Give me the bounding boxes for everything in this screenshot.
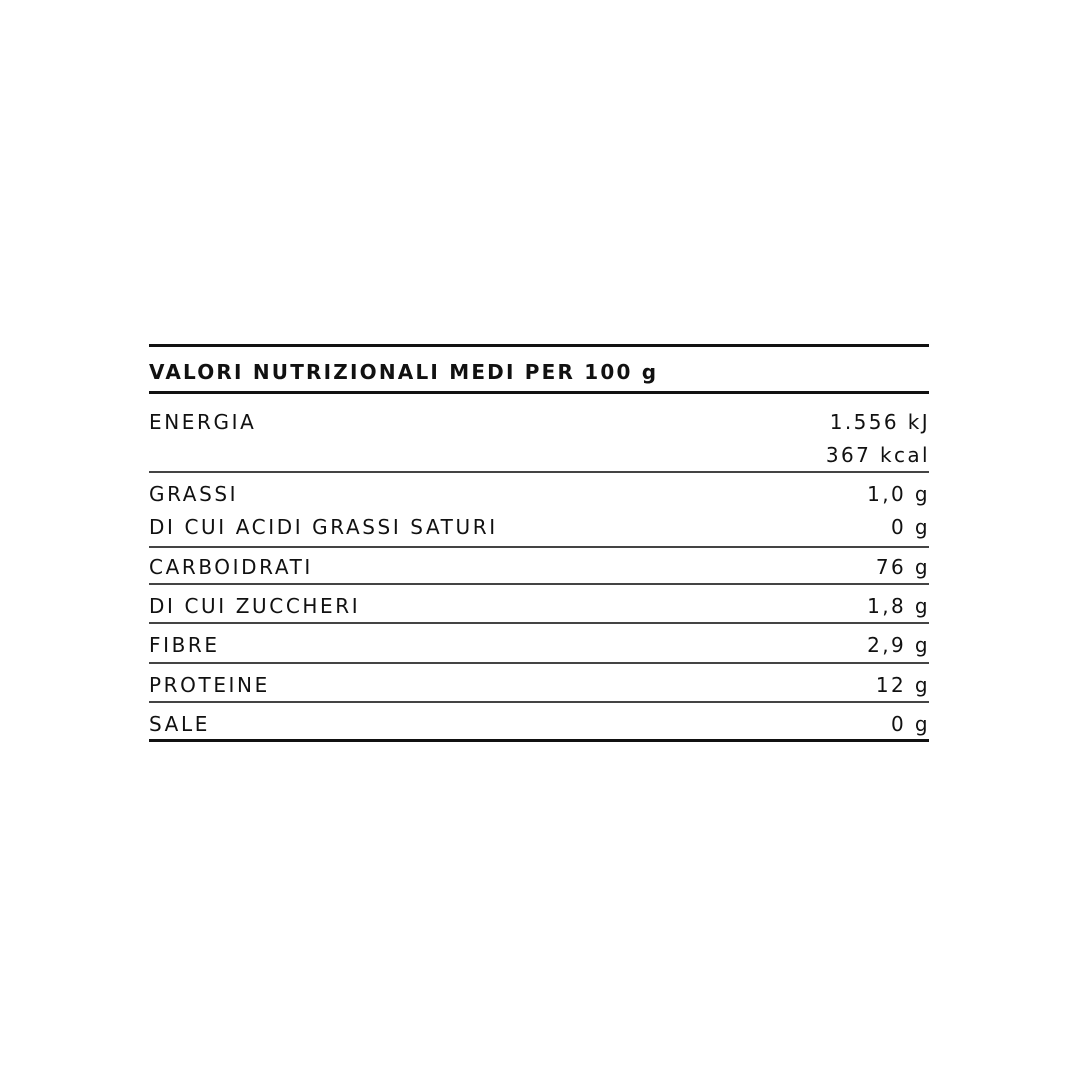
header-rule (149, 391, 929, 394)
row-carbs-value: 76 g (875, 555, 930, 579)
row-fibre-value: 2,9 g (867, 633, 930, 657)
row-divider (149, 701, 929, 703)
row-divider (149, 583, 929, 585)
table-title: VALORI NUTRIZIONALI MEDI PER 100 g (149, 360, 659, 384)
top-rule (149, 344, 929, 347)
row-carbs-label: CARBOIDRATI (149, 555, 313, 579)
row-energy-kcal: 367 kcal (825, 443, 930, 467)
row-salt-label: SALE (149, 712, 210, 736)
row-fat-value: 1,0 g (867, 482, 930, 506)
bottom-rule (149, 739, 929, 742)
row-energy-label: ENERGIA (149, 410, 257, 434)
row-divider (149, 622, 929, 624)
row-salt-value: 0 g (891, 712, 930, 736)
row-divider (149, 546, 929, 548)
row-energy-kj: 1.556 kJ (829, 410, 930, 434)
row-divider (149, 471, 929, 473)
row-fibre-label: FIBRE (149, 633, 220, 657)
row-sugars-value: 1,8 g (867, 594, 930, 618)
row-divider (149, 662, 929, 664)
row-fat-label: GRASSI (149, 482, 239, 506)
row-saturated-value: 0 g (891, 515, 930, 539)
row-protein-label: PROTEINE (149, 673, 270, 697)
row-saturated-label: DI CUI ACIDI GRASSI SATURI (149, 515, 498, 539)
row-protein-value: 12 g (875, 673, 930, 697)
row-sugars-label: DI CUI ZUCCHERI (149, 594, 361, 618)
